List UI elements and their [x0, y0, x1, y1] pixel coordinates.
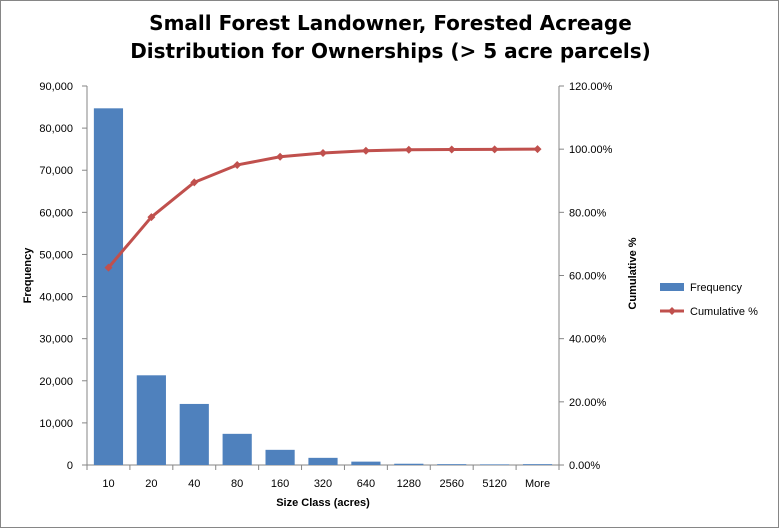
frequency-bar — [308, 457, 338, 465]
cumulative-point — [190, 178, 199, 187]
y-tick-label: 20,000 — [39, 376, 73, 388]
cumulative-point — [104, 263, 113, 272]
y2-tick-label: 40.00% — [569, 334, 607, 346]
y2-tick-label: 100.00% — [569, 144, 613, 156]
y-tick-label: 0 — [67, 460, 73, 472]
y2-tick-label: 60.00% — [569, 271, 607, 283]
legend-frequency-label: Frequency — [690, 282, 742, 294]
frequency-bar — [394, 463, 424, 465]
x-tick-label: 20 — [145, 478, 157, 490]
y2-tick-label: 80.00% — [569, 207, 607, 219]
x-tick-label: 10 — [102, 478, 114, 490]
y-tick-label: 70,000 — [39, 165, 73, 177]
frequency-bar — [437, 464, 467, 465]
y2-tick-label: 20.00% — [569, 397, 607, 409]
y2-tick-label: 120.00% — [569, 81, 613, 93]
frequency-bar — [522, 464, 553, 465]
chart-title: Small Forest Landowner, Forested Acreage… — [1, 9, 779, 65]
cumulative-point — [147, 213, 156, 222]
frequency-bar — [179, 403, 209, 465]
cumulative-point — [490, 145, 499, 154]
x-tick-label: 2560 — [439, 478, 463, 490]
y-tick-label: 10,000 — [39, 418, 73, 430]
y-tick-label: 80,000 — [39, 123, 73, 135]
cumulative-point — [361, 146, 370, 155]
frequency-bar — [136, 375, 166, 465]
frequency-bar — [265, 449, 295, 465]
cumulative-point — [319, 148, 327, 157]
x-tick-label: 320 — [314, 478, 332, 490]
x-tick-label: 640 — [357, 478, 375, 490]
x-tick-label: More — [525, 478, 550, 490]
x-tick-label: 1280 — [397, 478, 421, 490]
cumulative-line — [107, 147, 538, 269]
y-tick-label: 90,000 — [39, 81, 73, 93]
y-axis-title: Frequency — [22, 247, 34, 304]
cumulative-point — [447, 145, 456, 154]
cumulative-point — [533, 145, 542, 154]
frequency-bar — [93, 108, 124, 466]
x-axis-title: Size Class (acres) — [276, 497, 370, 509]
cumulative-point — [404, 145, 413, 154]
y-tick-label: 40,000 — [39, 292, 73, 304]
frequency-bar — [351, 461, 381, 465]
y-tick-label: 60,000 — [39, 207, 73, 219]
x-tick-label: 160 — [271, 478, 289, 490]
legend-cumulative-label: Cumulative % — [690, 306, 758, 318]
y2-axis-title: Cumulative % — [627, 237, 639, 309]
chart-title-line-1: Small Forest Landowner, Forested Acreage — [149, 11, 632, 35]
chart-title-line-2: Distribution for Ownerships (> 5 acre pa… — [130, 39, 651, 63]
cumulative-point — [276, 152, 285, 161]
x-tick-label: 40 — [188, 478, 200, 490]
y-tick-label: 50,000 — [39, 249, 73, 261]
y-tick-label: 30,000 — [39, 334, 73, 346]
cumulative-point — [233, 160, 242, 169]
legend-cumulative-marker — [668, 307, 676, 315]
x-tick-label: 80 — [231, 478, 243, 490]
frequency-bar — [222, 433, 252, 465]
legend-frequency-swatch — [660, 283, 684, 291]
y2-tick-label: 0.00% — [569, 460, 600, 472]
x-tick-label: 5120 — [482, 478, 506, 490]
frequency-bar — [480, 464, 510, 465]
